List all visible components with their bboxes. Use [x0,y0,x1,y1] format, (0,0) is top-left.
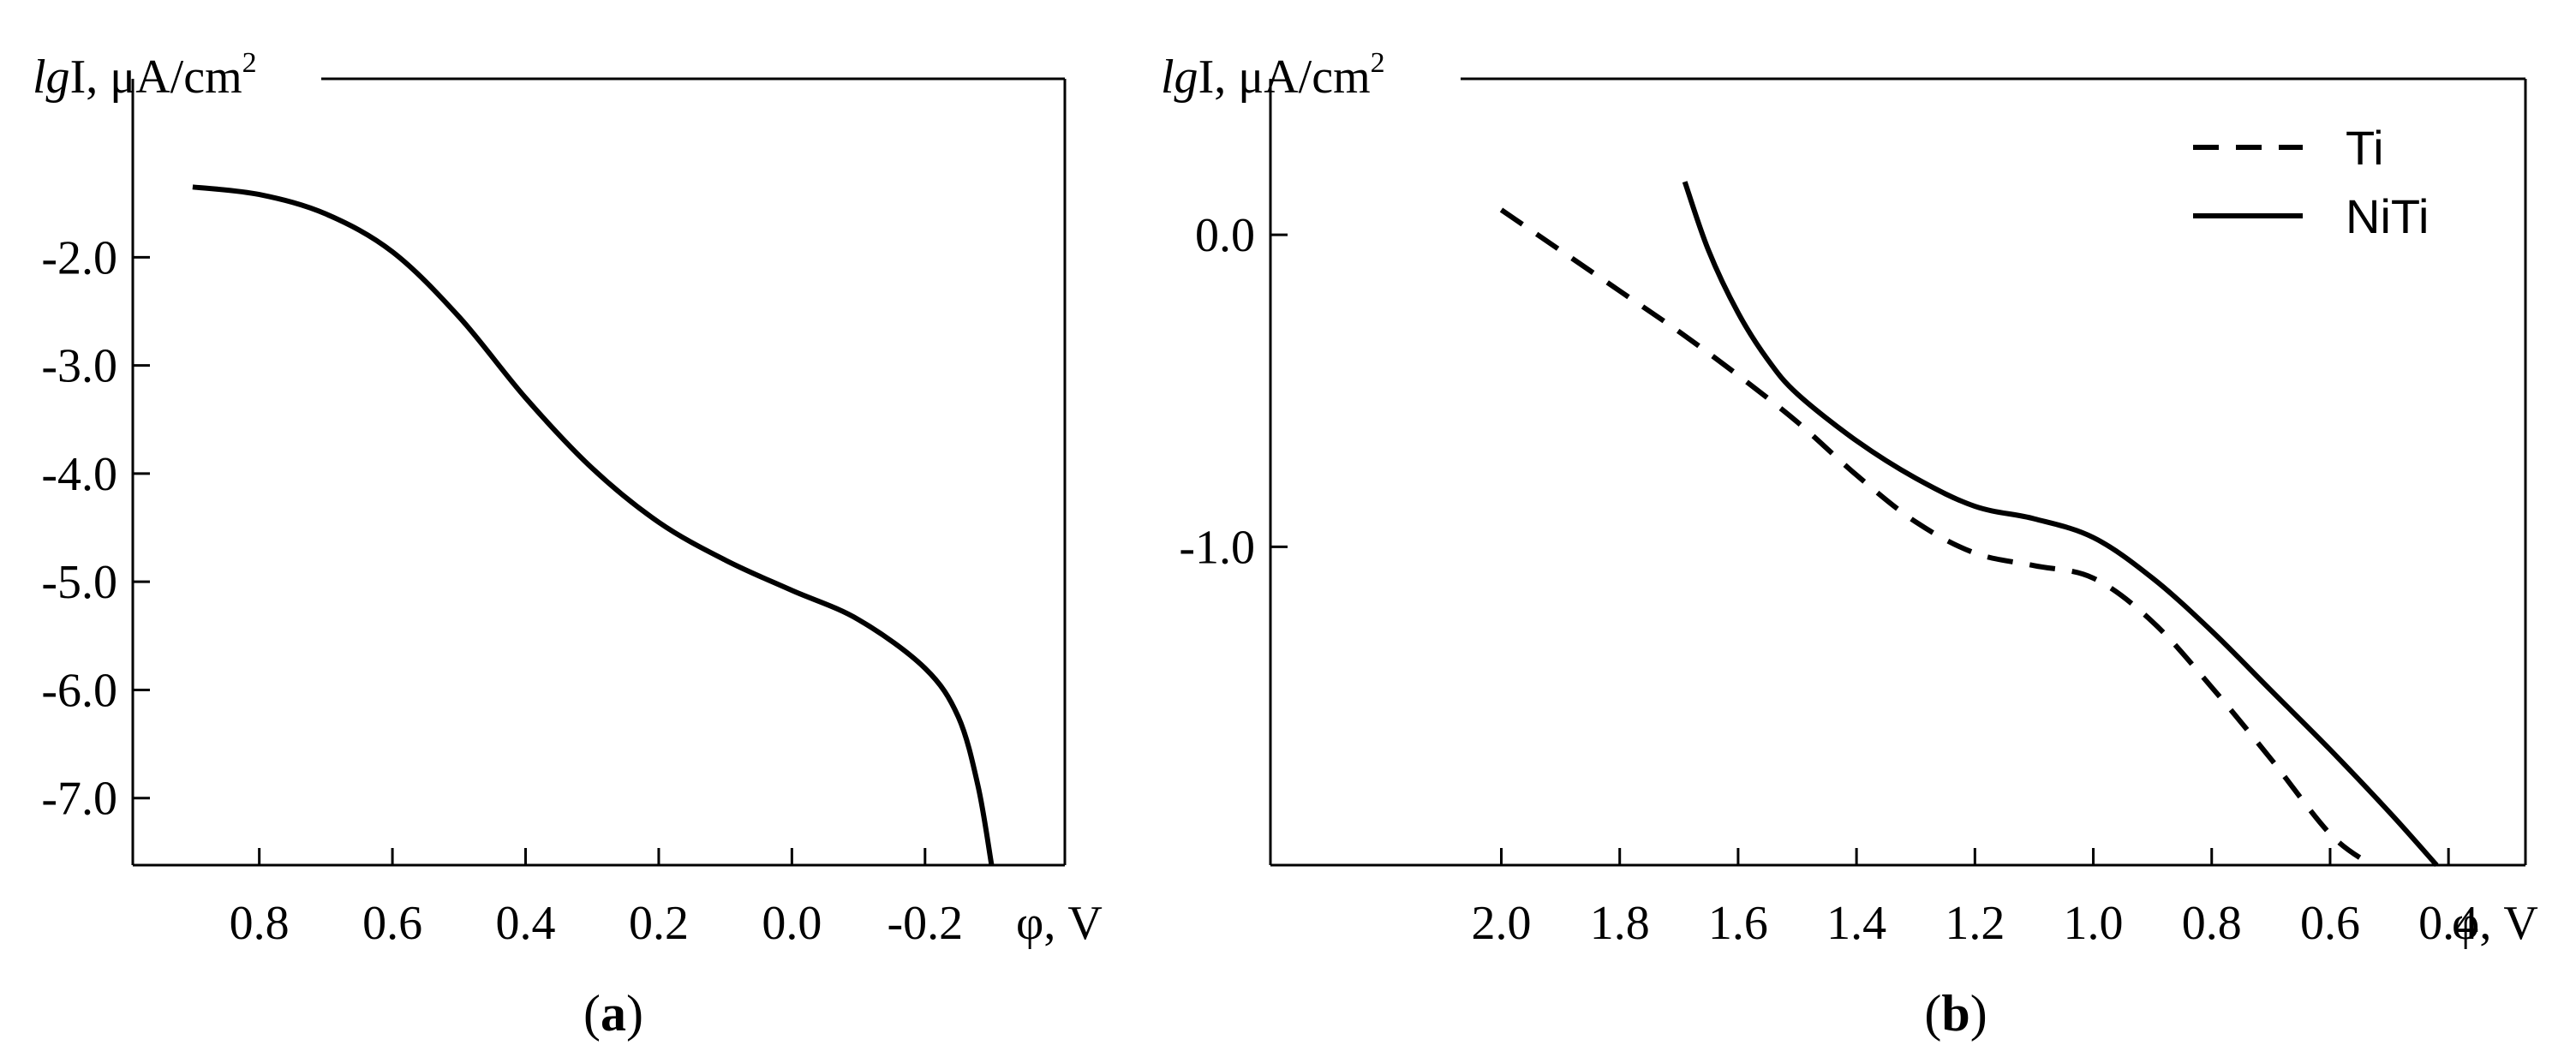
y-axis-label-b: lgI, μA/cm2 [1161,47,1385,104]
panel-caption-letter-a: a [601,985,626,1042]
x-tick-label-b: 1.4 [1826,897,1886,950]
x-axis-label-a: φ, V [1016,897,1103,950]
y-axis-label-italic-a: lg [33,51,70,104]
axis-ticks-a: 0.8 0.6 0.4 0.2 0.0 -0.2 -2.0 -3.0 -4.0 -5.0 -6.0 -… [41,231,963,950]
y-axis-label-italic-b: lg [1161,51,1198,104]
x-tick-label-a: 0.0 [762,897,822,950]
series-line-b-niti [1682,181,2439,867]
plot-frame-a [131,77,1067,867]
x-tick-label-b: 0.8 [2182,897,2242,950]
y-axis-label-text-a: I, μA/cm [70,51,242,104]
y-tick-label-b: -1.0 [1179,521,1255,574]
x-tick-label-b: 2.0 [1472,897,1532,950]
plot-frame-b [1269,77,2527,867]
x-tick-label-a: -0.2 [887,897,963,950]
y-tick-label-a: -6.0 [41,664,117,717]
y-tick-label-a: -2.0 [41,231,117,284]
series-line-a-series-0 [192,184,995,866]
x-tick-label-b: 0.4 [2418,897,2478,950]
x-tick-label-b: 0.6 [2300,897,2360,950]
x-axis-label-b: φ, V [2452,897,2538,950]
y-tick-label-a: -7.0 [41,773,117,826]
legend-label-ti: Ti [2346,121,2384,175]
y-tick-label-a: -5.0 [41,556,117,609]
x-tick-label-a: 0.8 [230,897,290,950]
y-tick-label-a: -4.0 [41,448,117,501]
x-tick-label-a: 0.4 [496,897,556,950]
panel-caption-letter-b: b [1941,985,1969,1042]
x-tick-label-b: 1.8 [1590,897,1650,950]
x-tick-label-b: 1.0 [2064,897,2124,950]
series-line-b-ti [1499,207,2374,868]
chart-panel-b: lgI, μA/cm2 φ, V (b) 2.0 1.8 1.6 1.4 1.2 1.0 0… [1161,47,2538,1042]
series-group-b [1499,181,2439,868]
y-axis-label-text-b: I, μA/cm [1198,51,1371,104]
legend: Ti NiTi [2193,121,2429,243]
panel-caption-a: (a) [583,985,643,1042]
y-axis-label-sup-a: 2 [242,47,257,79]
legend-label-niti: NiTi [2346,189,2429,243]
chart-panel-a: lgI, μA/cm2 φ, V (a) 0.8 0.6 0.4 0.2 0.0 -0.2… [33,47,1103,1042]
y-axis-label-a: lgI, μA/cm2 [33,47,257,104]
y-tick-label-b: 0.0 [1195,209,1255,262]
y-tick-label-a: -3.0 [41,340,117,393]
x-tick-label-a: 0.2 [629,897,689,950]
x-tick-label-b: 1.6 [1708,897,1768,950]
panel-caption-b: (b) [1924,985,1987,1042]
x-tick-label-a: 0.6 [362,897,422,950]
axis-ticks-b: 2.0 1.8 1.6 1.4 1.2 1.0 0.8 0.6 0.4 0.0 -1.0 [1179,209,2478,950]
series-group-a [192,184,995,866]
y-axis-label-sup-b: 2 [1371,47,1385,79]
x-tick-label-b: 1.2 [1945,897,2005,950]
